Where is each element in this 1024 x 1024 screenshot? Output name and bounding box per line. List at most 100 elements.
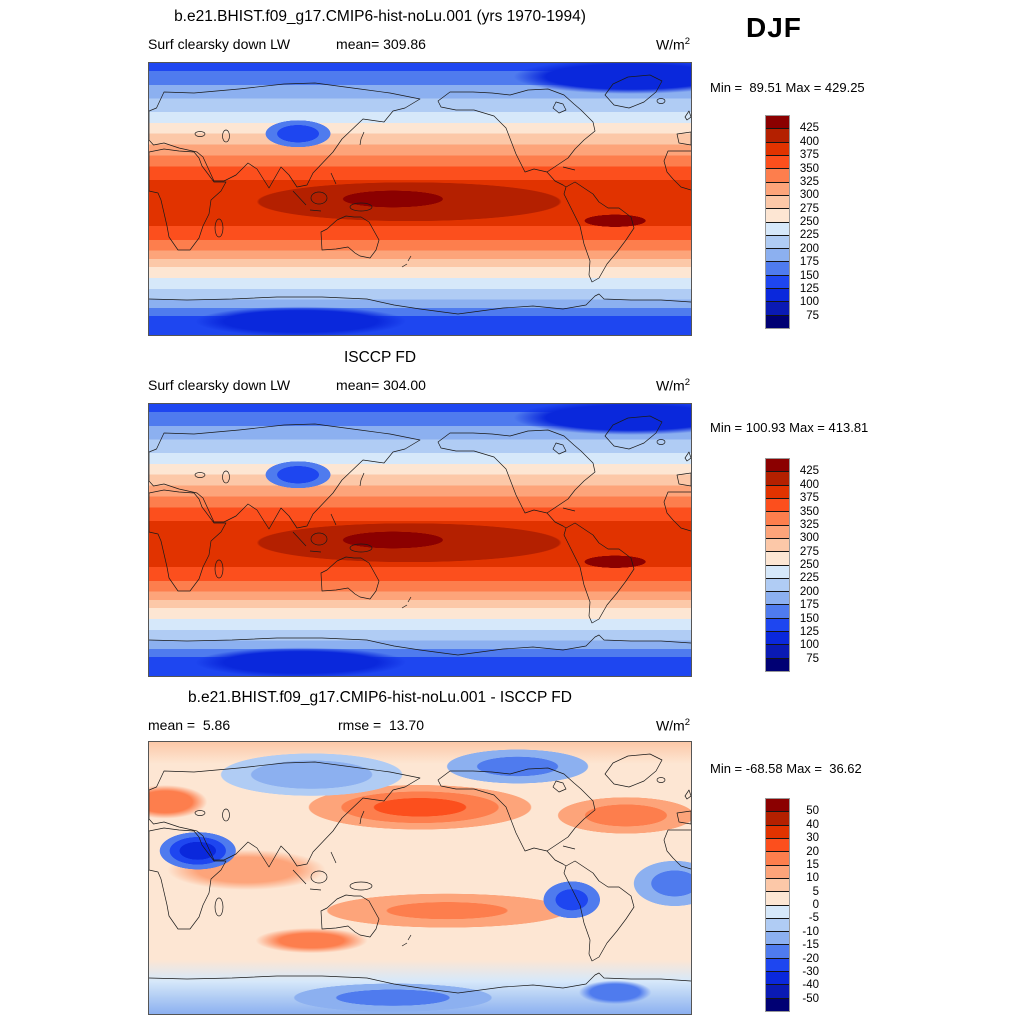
colorbar-segment [766, 917, 789, 932]
model-panel: b.e21.BHIST.f09_g17.CMIP6-hist-noLu.001 … [0, 8, 1024, 348]
colorbar-tick-label: 50 [806, 805, 819, 818]
coastline-overlay-svg [149, 415, 691, 656]
colorbar-tick-label: 40 [806, 818, 819, 831]
colorbar-tick-label: 225 [799, 229, 819, 242]
colorbar-segment [766, 471, 789, 485]
colorbar-segment [766, 128, 789, 142]
colorbar-tick-label: 300 [799, 189, 819, 202]
colorbar-swatches [765, 458, 790, 672]
colorbar-tick-label: 400 [799, 135, 819, 148]
colorbar-tick-label: 400 [799, 478, 819, 491]
obs-subtitle-row: Surf clearsky down LW mean= 304.00 W/m2 [148, 377, 690, 395]
colorbar-tick-label: 250 [799, 216, 819, 228]
coastline-overlay-svg [149, 753, 691, 994]
mean-label: mean= 304.00 [336, 377, 426, 393]
colorbar-tick-label: 200 [799, 585, 819, 598]
colorbar-segment [766, 971, 789, 985]
colorbar-segment [766, 141, 789, 155]
colorbar-tick-label: -10 [802, 925, 819, 938]
colorbar-segment [766, 851, 789, 865]
colorbar-tick-label: 100 [799, 296, 819, 309]
units-label: W/m2 [655, 377, 690, 394]
colorbar-tick-label: 5 [812, 885, 819, 898]
colorbar-segment [766, 657, 789, 671]
colorbar-segment [766, 891, 789, 905]
obs-minmax-label: Min = 100.93 Max = 413.81 [710, 420, 869, 435]
colorbar-segment [766, 116, 789, 129]
colorbar-tick-label: 275 [799, 202, 819, 215]
colorbar-segment [766, 459, 789, 472]
colorbar-tick-label: -15 [802, 939, 819, 952]
colorbar-segment [766, 194, 789, 209]
colorbar-segment [766, 221, 789, 235]
obs-world-map [148, 403, 692, 677]
model-colorbar: 425 400 375 350 325 300 275 250 225 200 175 150 125 1… [765, 115, 819, 329]
colorbar-segment [766, 631, 789, 645]
colorbar-tick-label: -40 [802, 979, 819, 992]
colorbar-segment [766, 484, 789, 498]
colorbar-segment [766, 181, 789, 195]
colorbar-segment [766, 208, 789, 222]
colorbar-tick-label: -5 [808, 912, 819, 925]
colorbar-segment [766, 564, 789, 578]
rmse-label: rmse = 13.70 [338, 717, 424, 733]
mean-label: mean= 309.86 [336, 36, 426, 52]
colorbar-segment [766, 944, 789, 958]
colorbar-tick-label: 375 [799, 492, 819, 505]
units-label: W/m2 [655, 717, 690, 734]
colorbar-segment [766, 524, 789, 538]
colorbar-segment [766, 617, 789, 632]
colorbar-tick-label: 350 [799, 162, 819, 175]
colorbar-segment [766, 314, 789, 328]
colorbar-segment [766, 904, 789, 918]
colorbar-tick-label: 300 [799, 532, 819, 545]
colorbar-segment [766, 577, 789, 592]
colorbar-segment [766, 824, 789, 838]
diff-subtitle-row: mean = 5.86 rmse = 13.70 W/m2 [148, 717, 690, 735]
colorbar-segment [766, 261, 789, 275]
coastline-overlay-svg [149, 74, 691, 315]
colorbar-segment [766, 644, 789, 658]
colorbar-tick-label: 275 [799, 545, 819, 558]
colorbar-segment [766, 604, 789, 618]
colorbar-tick-label: 10 [806, 872, 819, 885]
colorbar-tick-label: 125 [799, 625, 819, 638]
colorbar-tick-label: 425 [799, 122, 819, 135]
diff-world-map [148, 741, 692, 1015]
colorbar-segment [766, 997, 789, 1011]
colorbar-segment [766, 154, 789, 169]
diff-minmax-label: Min = -68.58 Max = 36.62 [710, 761, 862, 776]
colorbar-tick-label: 425 [799, 465, 819, 478]
diff-panel-title: b.e21.BHIST.f09_g17.CMIP6-hist-noLu.001 … [188, 689, 572, 706]
colorbar-segment [766, 877, 789, 892]
colorbar-tick-label: 200 [799, 242, 819, 255]
colorbar-segment [766, 511, 789, 525]
colorbar-tick-label: -30 [802, 965, 819, 978]
model-panel-title: b.e21.BHIST.f09_g17.CMIP6-hist-noLu.001 … [174, 8, 586, 25]
colorbar-tick-label: 150 [799, 612, 819, 625]
colorbar-tick-label: 175 [799, 256, 819, 269]
colorbar-segment [766, 591, 789, 605]
variable-label: Surf clearsky down LW [148, 36, 291, 52]
colorbar-segment [766, 537, 789, 552]
colorbar-tick-label: 325 [799, 518, 819, 531]
colorbar-segment [766, 931, 789, 945]
colorbar-tick-label: 0 [812, 899, 819, 911]
season-label: DJF [746, 12, 802, 43]
colorbar-segment [766, 288, 789, 302]
units-label: W/m2 [655, 36, 690, 53]
colorbar-tick-label: 375 [799, 149, 819, 162]
colorbar-segment [766, 168, 789, 182]
colorbar-tick-label: 350 [799, 505, 819, 518]
obs-panel-title: ISCCP FD [343, 349, 417, 366]
colorbar-tick-label: 175 [799, 599, 819, 612]
model-world-map [148, 62, 692, 336]
colorbar-segment [766, 274, 789, 289]
colorbar-segment [766, 551, 789, 565]
colorbar-segment [766, 497, 789, 512]
colorbar-tick-label: 75 [806, 309, 819, 322]
colorbar-segment [766, 234, 789, 249]
colorbar-tick-label: 225 [799, 572, 819, 585]
colorbar-segment [766, 811, 789, 825]
